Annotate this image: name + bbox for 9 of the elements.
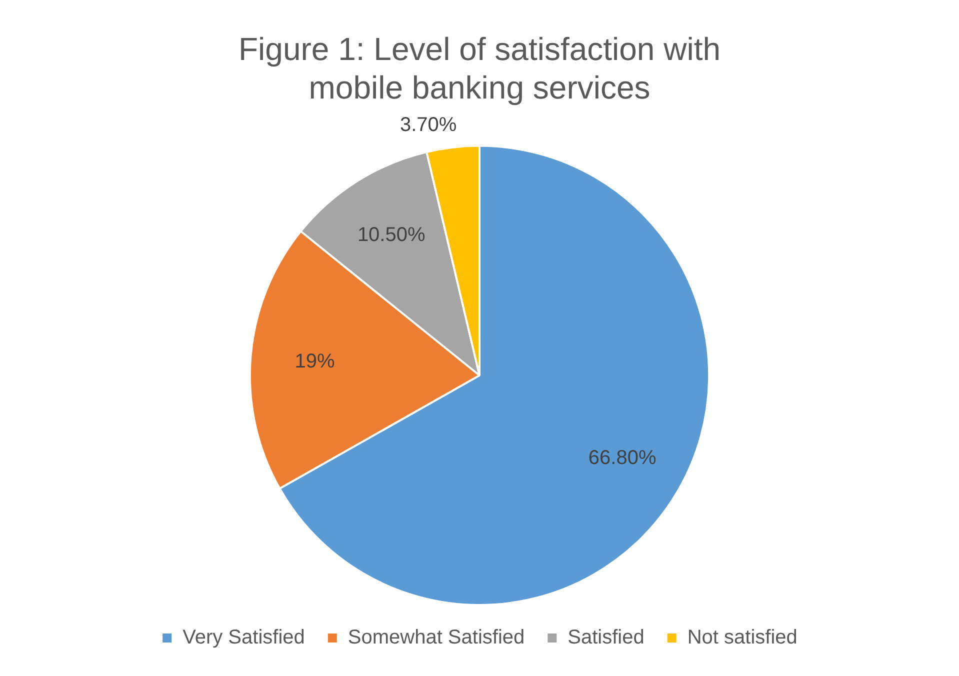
chart-title: Figure 1: Level of satisfaction with mobile banking services <box>238 31 721 106</box>
data-label: 3.70% <box>400 114 457 136</box>
data-label: 10.50% <box>357 224 426 246</box>
legend-label: Satisfied <box>568 626 644 649</box>
legend-label: Not satisfied <box>687 626 798 649</box>
legend-label: Very Satisfied <box>182 626 305 649</box>
data-label: 19% <box>294 350 335 372</box>
legend-label: Somewhat Satisfied <box>348 626 525 649</box>
data-label: 66.80% <box>588 447 656 470</box>
